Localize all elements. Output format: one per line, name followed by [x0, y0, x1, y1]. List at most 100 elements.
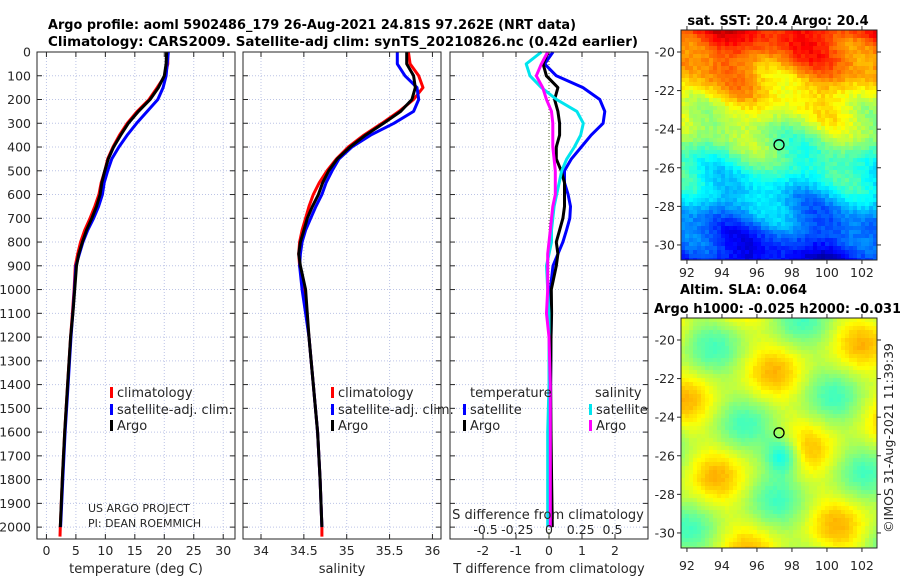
- map-cell: [717, 50, 721, 54]
- map-cell: [749, 366, 753, 370]
- map-cell: [765, 406, 769, 410]
- map-cell: [729, 138, 733, 142]
- map-cell: [725, 170, 729, 174]
- map-cell: [837, 98, 841, 102]
- map-cell: [805, 406, 809, 410]
- map-cell: [797, 222, 801, 226]
- map-cell: [829, 154, 833, 158]
- map-cell: [805, 106, 809, 110]
- map-cell: [749, 342, 753, 346]
- map-cell: [825, 402, 829, 406]
- map-cell: [737, 78, 741, 82]
- map-cell: [849, 198, 853, 202]
- map-cell: [841, 186, 845, 190]
- map-cell: [721, 114, 725, 118]
- map-cell: [785, 322, 789, 326]
- map-cell: [777, 30, 781, 34]
- map-cell: [797, 454, 801, 458]
- map-cell: [837, 210, 841, 214]
- map-cell: [705, 438, 709, 442]
- map-cell: [805, 102, 809, 106]
- map-cell: [693, 30, 697, 34]
- x-tick-label: -2: [477, 543, 489, 558]
- map-cell: [801, 258, 805, 260]
- map-cell: [809, 30, 813, 34]
- map-cell: [757, 154, 761, 158]
- map-cell: [689, 446, 693, 450]
- map-cell: [841, 110, 845, 114]
- map-cell: [785, 42, 789, 46]
- map-cell: [757, 42, 761, 46]
- map-cell: [721, 98, 725, 102]
- map-cell: [725, 42, 729, 46]
- map-cell: [793, 162, 797, 166]
- map-cell: [717, 70, 721, 74]
- map-cell: [833, 426, 837, 430]
- map-cell: [729, 82, 733, 86]
- map-cell: [713, 198, 717, 202]
- map-cell: [789, 198, 793, 202]
- map-cell: [761, 330, 765, 334]
- map-cell: [837, 198, 841, 202]
- map-cell: [701, 450, 705, 454]
- map-cell: [757, 366, 761, 370]
- map-cell: [869, 194, 873, 198]
- map-cell: [737, 214, 741, 218]
- map-cell: [785, 74, 789, 78]
- map-cell: [833, 358, 837, 362]
- map-cell: [829, 170, 833, 174]
- map-cell: [861, 442, 865, 446]
- map-cell: [685, 234, 689, 238]
- map-cell: [849, 406, 853, 410]
- map-cell: [873, 58, 877, 62]
- map-cell: [741, 118, 745, 122]
- map-cell: [681, 346, 685, 350]
- map-cell: [853, 114, 857, 118]
- map-cell: [841, 434, 845, 438]
- map-cell: [829, 162, 833, 166]
- map-cell: [841, 118, 845, 122]
- map-cell: [793, 390, 797, 394]
- map-cell: [817, 454, 821, 458]
- map-cell: [809, 34, 813, 38]
- map-cell: [769, 230, 773, 234]
- map-cell: [737, 242, 741, 246]
- map-cell: [761, 94, 765, 98]
- map-cell: [709, 322, 713, 326]
- map-cell: [705, 138, 709, 142]
- map-cell: [709, 110, 713, 114]
- map-cell: [821, 182, 825, 186]
- map-cell: [817, 110, 821, 114]
- map-cell: [737, 318, 741, 322]
- map-cell: [689, 442, 693, 446]
- map-cell: [833, 182, 837, 186]
- map-cell: [781, 450, 785, 454]
- map-cell: [689, 58, 693, 62]
- map-cell: [717, 186, 721, 190]
- map-cell: [865, 422, 869, 426]
- map-cell: [797, 166, 801, 170]
- map-cell: [857, 434, 861, 438]
- map-cell: [681, 334, 685, 338]
- map-cell: [865, 118, 869, 122]
- map-cell: [705, 406, 709, 410]
- map-cell: [873, 222, 877, 226]
- map-cell: [741, 194, 745, 198]
- map-cell: [865, 186, 869, 190]
- map-cell: [721, 254, 725, 258]
- map-cell: [789, 126, 793, 130]
- map-cell: [685, 38, 689, 42]
- map-cell: [709, 358, 713, 362]
- map-cell: [829, 182, 833, 186]
- map-cell: [757, 358, 761, 362]
- map-cell: [729, 394, 733, 398]
- map-cell: [757, 58, 761, 62]
- map-cell: [789, 370, 793, 374]
- map-cell: [725, 258, 729, 260]
- map-cell: [785, 446, 789, 450]
- map-cell: [725, 434, 729, 438]
- map-cell: [785, 326, 789, 330]
- map-cell: [789, 430, 793, 434]
- map-cell: [813, 406, 817, 410]
- map-cell: [729, 102, 733, 106]
